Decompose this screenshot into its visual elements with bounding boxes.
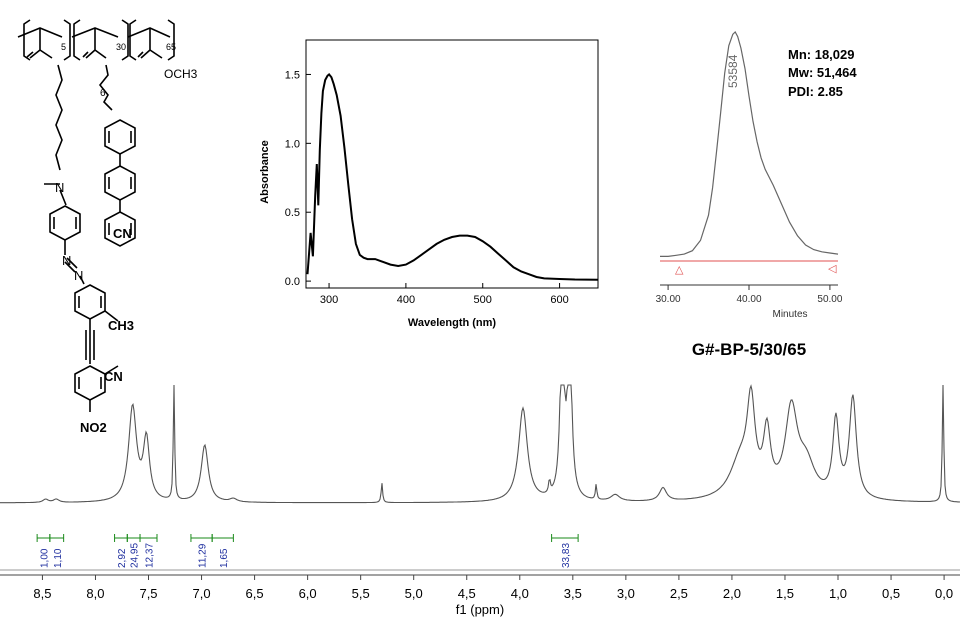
nmr-x-tick-label: 1,0	[829, 586, 847, 601]
subscript-65: 65	[166, 42, 176, 52]
uv-y-tick-label: 1.0	[285, 138, 300, 150]
nmr-x-tick-label: 3,5	[564, 586, 582, 601]
uv-x-tick-label: 400	[397, 294, 415, 306]
nmr-integral-value: 1,00	[39, 548, 50, 568]
nmr-x-tick-label: 4,0	[511, 586, 529, 601]
label-och3: OCH3	[164, 67, 198, 81]
nmr-x-tick-label: 5,0	[405, 586, 423, 601]
gpc-stat-mn: Mn: 18,029	[788, 47, 854, 62]
gpc-x-axis-label: Minutes	[772, 309, 807, 320]
nmr-x-tick-label: 0,5	[882, 586, 900, 601]
sample-name: G#-BP-5/30/65	[692, 340, 806, 359]
nmr-integral-value: 1,10	[53, 548, 64, 568]
nmr-x-tick-label: 7,0	[193, 586, 211, 601]
nmr-x-tick-label: 2,0	[723, 586, 741, 601]
nmr-x-tick-label: 0,0	[935, 586, 953, 601]
nmr-x-tick-label: 1,5	[776, 586, 794, 601]
label-cn-top: CN	[113, 226, 132, 241]
gpc-x-tick-label: 30.00	[656, 294, 681, 305]
nmr-spectrum: 1,00 1,10 2,92 24,95 12,37 11,29 1,65 33,83 8,5…	[0, 384, 960, 617]
bracket-unit-3	[129, 19, 175, 61]
nmr-x-tick-label: 8,0	[86, 586, 104, 601]
subscript-5: 5	[61, 42, 66, 52]
uv-plot-frame	[305, 39, 599, 289]
amine-bonds	[44, 183, 67, 206]
nmr-x-tick-label: 6,5	[246, 586, 264, 601]
uv-y-tick-label: 0.0	[285, 276, 300, 288]
label-azo-n2: N	[74, 268, 83, 283]
subscript-30: 30	[116, 42, 126, 52]
uv-x-tick-label: 600	[550, 294, 568, 306]
uv-vis-chart: 300 400 500 600 0.0 0.5 1.0 1.5 Wavelength (nm…	[259, 39, 599, 329]
nmr-integral-value: 24,95	[130, 543, 141, 568]
label-ch3: CH3	[108, 318, 134, 333]
gpc-series-line	[660, 31, 839, 257]
uv-y-tick-label: 1.5	[285, 69, 300, 81]
nmr-x-tick-label: 7,5	[139, 586, 157, 601]
nmr-series-line	[0, 384, 960, 504]
bracket-unit-2	[73, 19, 129, 61]
nmr-integral-value: 11,29	[198, 543, 209, 568]
alkyne-bonds	[85, 319, 95, 364]
alkyl-chain	[55, 64, 63, 171]
uv-y-axis-label: Absorbance	[259, 140, 271, 204]
gpc-stats: Mn: 18,029 Mw: 51,464 PDI: 2.85	[788, 47, 857, 99]
nmr-integral-value: 2,92	[117, 548, 128, 568]
label-amine-n: N	[55, 180, 64, 195]
nmr-x-tick-label: 5,5	[352, 586, 370, 601]
nmr-x-tick-label: 2,5	[670, 586, 688, 601]
ring-biphenyl-3	[104, 211, 136, 247]
nmr-x-tick-label: 8,5	[33, 586, 51, 601]
ester-1	[26, 28, 53, 59]
bracket-unit-1	[23, 19, 71, 61]
ester-3	[137, 28, 163, 59]
uv-y-tick-label: 0.5	[285, 207, 300, 219]
gpc-marker-right-icon: ◁	[828, 263, 837, 275]
label-no2: NO2	[80, 420, 107, 435]
structure-labels: 5 30 65 OCH3 6 N N N CN CH3 CN NO2	[55, 42, 198, 435]
nmr-integral-value: 33,83	[561, 543, 572, 568]
nmr-x-tick-label: 3,0	[617, 586, 635, 601]
gpc-x-tick-label: 50.00	[817, 294, 842, 305]
ester-2	[82, 28, 107, 59]
gpc-marker-left-icon: △	[675, 264, 684, 276]
uv-x-axis-label: Wavelength (nm)	[408, 317, 497, 329]
nmr-x-tick-label: 6,0	[299, 586, 317, 601]
gpc-chart: 30.00 40.00 50.00 Minutes 53584 △ ◁	[656, 31, 843, 320]
nmr-integral-value: 1,65	[219, 548, 230, 568]
gpc-stat-pdi: PDI: 2.85	[788, 84, 843, 99]
gpc-peak-label: 53584	[726, 54, 740, 88]
nmr-x-tick-label: 4,5	[458, 586, 476, 601]
uv-x-tick-label: 300	[320, 294, 338, 306]
gpc-x-tick-label: 40.00	[736, 294, 761, 305]
label-spacer-6: 6	[100, 88, 106, 99]
uv-x-tick-label: 500	[474, 294, 492, 306]
gpc-stat-mw: Mw: 51,464	[788, 65, 857, 80]
label-azo-n1: N	[62, 253, 71, 268]
nmr-integral-value: 12,37	[145, 543, 156, 568]
nmr-x-axis-label: f1 (ppm)	[456, 602, 504, 617]
uv-series-line	[306, 72, 599, 281]
label-cn-bottom: CN	[104, 369, 123, 384]
azo-bonds	[64, 257, 85, 285]
chemical-structure	[17, 19, 175, 412]
spacer-chain	[98, 64, 113, 111]
